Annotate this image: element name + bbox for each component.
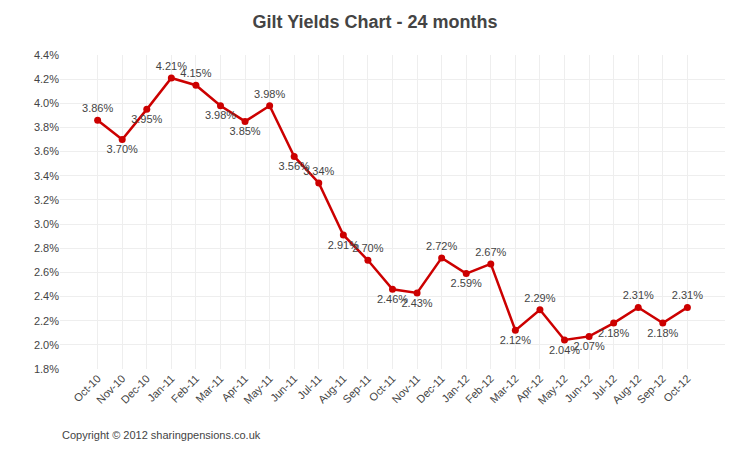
svg-text:Dec-11: Dec-11 xyxy=(414,372,447,405)
svg-text:3.95%: 3.95% xyxy=(131,113,162,125)
svg-text:2.70%: 2.70% xyxy=(352,242,383,254)
svg-text:4.15%: 4.15% xyxy=(180,67,211,79)
svg-text:Feb-11: Feb-11 xyxy=(169,372,202,405)
svg-text:2.72%: 2.72% xyxy=(426,240,457,252)
svg-text:2.8%: 2.8% xyxy=(34,242,59,254)
svg-text:Mar-11: Mar-11 xyxy=(193,372,226,405)
svg-text:2.67%: 2.67% xyxy=(475,246,506,258)
svg-text:1.8%: 1.8% xyxy=(34,363,59,375)
svg-text:3.98%: 3.98% xyxy=(205,109,236,121)
svg-text:3.4%: 3.4% xyxy=(34,170,59,182)
svg-text:3.86%: 3.86% xyxy=(82,102,113,114)
svg-text:4.21%: 4.21% xyxy=(156,60,187,72)
svg-text:Apr-11: Apr-11 xyxy=(219,372,250,403)
svg-text:Sep-12: Sep-12 xyxy=(635,372,669,406)
svg-text:3.34%: 3.34% xyxy=(303,165,334,177)
svg-text:Nov-11: Nov-11 xyxy=(389,372,422,405)
svg-text:3.6%: 3.6% xyxy=(34,145,59,157)
svg-text:4.0%: 4.0% xyxy=(34,97,59,109)
svg-text:3.2%: 3.2% xyxy=(34,194,59,206)
svg-text:3.70%: 3.70% xyxy=(107,143,138,155)
svg-text:Jul-11: Jul-11 xyxy=(295,372,324,401)
svg-text:2.31%: 2.31% xyxy=(672,289,703,301)
svg-text:3.56%: 3.56% xyxy=(279,160,310,172)
svg-text:Nov-10: Nov-10 xyxy=(94,372,128,406)
svg-text:May-11: May-11 xyxy=(241,372,275,406)
svg-text:Aug-12: Aug-12 xyxy=(610,372,644,406)
svg-text:2.18%: 2.18% xyxy=(598,327,629,339)
svg-text:Feb-12: Feb-12 xyxy=(463,372,496,405)
svg-text:2.07%: 2.07% xyxy=(573,340,604,352)
svg-text:Gilt Yields Chart - 24 months: Gilt Yields Chart - 24 months xyxy=(252,12,497,32)
svg-text:Apr-12: Apr-12 xyxy=(513,372,545,404)
svg-text:2.43%: 2.43% xyxy=(401,297,432,309)
svg-text:Copyright © 2012 sharingpensio: Copyright © 2012 sharingpensions.co.uk xyxy=(62,429,261,441)
svg-text:3.8%: 3.8% xyxy=(34,121,59,133)
svg-text:4.2%: 4.2% xyxy=(34,73,59,85)
svg-text:2.91%: 2.91% xyxy=(328,239,359,251)
svg-text:2.46%: 2.46% xyxy=(377,293,408,305)
svg-text:Dec-10: Dec-10 xyxy=(119,372,153,406)
svg-text:3.98%: 3.98% xyxy=(254,88,285,100)
svg-text:Jul-12: Jul-12 xyxy=(589,372,619,402)
svg-text:2.04%: 2.04% xyxy=(549,344,580,356)
svg-text:2.0%: 2.0% xyxy=(34,339,59,351)
svg-text:Jan-11: Jan-11 xyxy=(145,372,177,404)
svg-text:2.59%: 2.59% xyxy=(451,277,482,289)
svg-text:Jan-12: Jan-12 xyxy=(439,372,471,404)
svg-text:May-12: May-12 xyxy=(535,372,569,406)
svg-text:Oct-10: Oct-10 xyxy=(71,372,103,404)
svg-text:Sep-11: Sep-11 xyxy=(340,372,373,405)
svg-text:2.18%: 2.18% xyxy=(647,327,678,339)
svg-text:Mar-12: Mar-12 xyxy=(488,372,521,405)
svg-text:Aug-11: Aug-11 xyxy=(316,372,349,405)
svg-text:2.31%: 2.31% xyxy=(623,289,654,301)
svg-text:2.2%: 2.2% xyxy=(34,315,59,327)
svg-text:2.4%: 2.4% xyxy=(34,290,59,302)
svg-text:Oct-12: Oct-12 xyxy=(661,372,693,404)
svg-text:Oct-11: Oct-11 xyxy=(367,372,398,403)
svg-text:Jun-12: Jun-12 xyxy=(562,372,594,404)
svg-text:2.29%: 2.29% xyxy=(524,292,555,304)
svg-text:3.85%: 3.85% xyxy=(229,125,260,137)
svg-text:2.6%: 2.6% xyxy=(34,266,59,278)
svg-text:4.4%: 4.4% xyxy=(34,49,59,61)
svg-text:2.12%: 2.12% xyxy=(500,334,531,346)
svg-text:Jun-11: Jun-11 xyxy=(268,372,300,404)
svg-text:3.0%: 3.0% xyxy=(34,218,59,230)
